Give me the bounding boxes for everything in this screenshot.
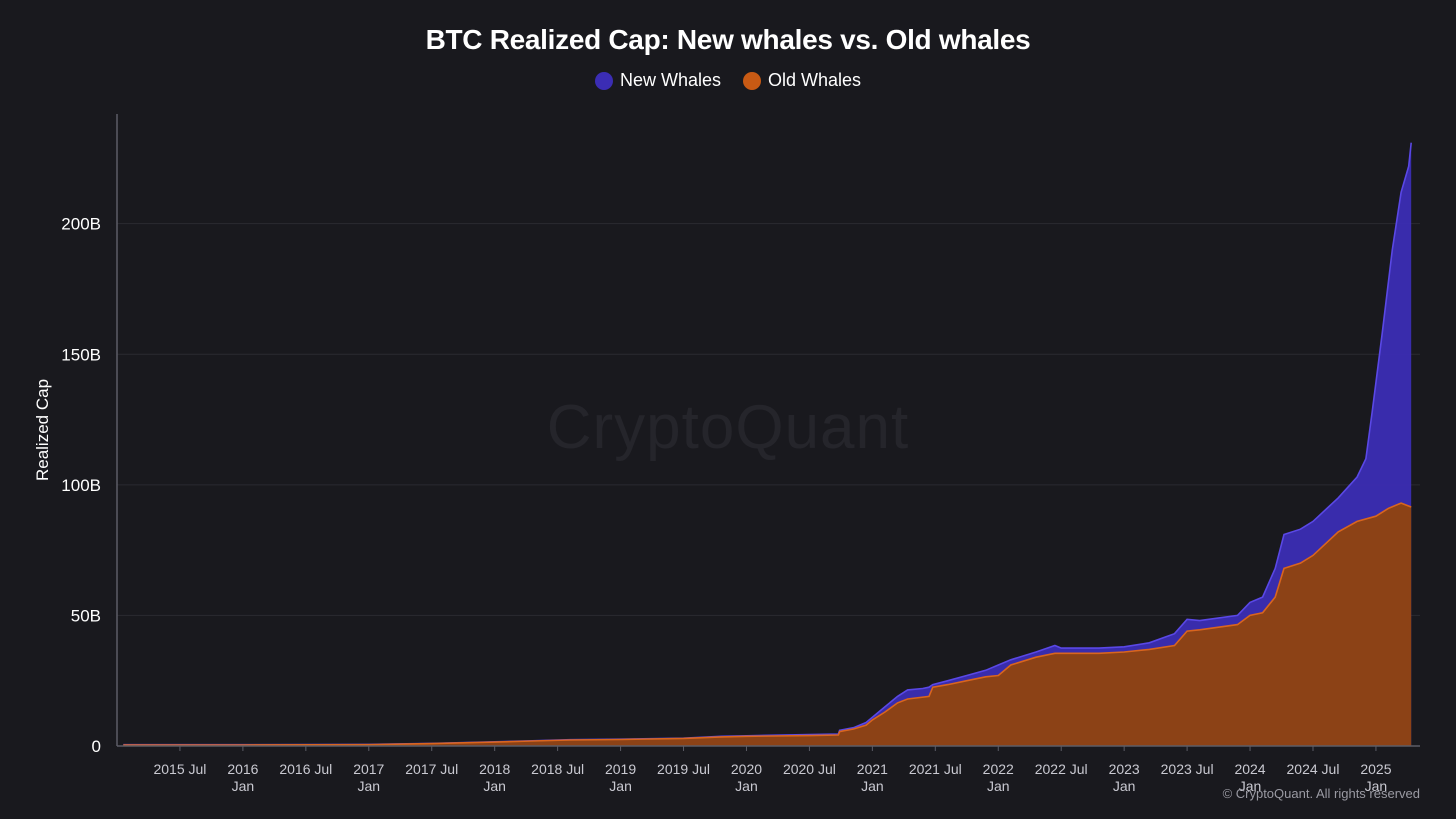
x-tick-label: 2024 Jul (1287, 761, 1340, 777)
x-tick-label: 2024 (1234, 761, 1265, 777)
x-tick-label: 2021 Jul (909, 761, 962, 777)
x-tick-label: 2017 (353, 761, 384, 777)
x-tick-label: 2025 (1360, 761, 1391, 777)
x-tick-label: 2019 (605, 761, 636, 777)
x-tick-label: 2018 Jul (531, 761, 584, 777)
x-tick-label: 2018 (479, 761, 510, 777)
y-tick-label: 0 (92, 737, 101, 756)
gridlines (117, 224, 1420, 616)
x-tick-label: 2022 Jul (1035, 761, 1088, 777)
x-tick-label: 2017 Jul (405, 761, 458, 777)
x-tick-sublabel: Jan (609, 778, 632, 794)
y-tick-label: 100B (61, 476, 101, 495)
x-tick-label: 2016 (227, 761, 258, 777)
x-tick-sublabel: Jan (861, 778, 884, 794)
x-tick-label: 2020 Jul (783, 761, 836, 777)
x-tick-label: 2016 Jul (279, 761, 332, 777)
x-tick-sublabel: Jan (1113, 778, 1136, 794)
copyright-notice: © CryptoQuant. All rights reserved (1223, 786, 1420, 801)
x-tick-sublabel: Jan (357, 778, 380, 794)
x-tick-label: 2023 Jul (1161, 761, 1214, 777)
series-layer (123, 143, 1411, 746)
x-tick-label: 2015 Jul (153, 761, 206, 777)
y-tick-label: 200B (61, 215, 101, 234)
x-tick-sublabel: Jan (483, 778, 506, 794)
x-tick-label: 2023 (1109, 761, 1140, 777)
x-tick-label: 2022 (983, 761, 1014, 777)
y-tick-label: 50B (71, 606, 101, 625)
x-tick-sublabel: Jan (232, 778, 255, 794)
y-axis-label: Realized Cap (33, 379, 52, 481)
x-tick-sublabel: Jan (987, 778, 1010, 794)
x-tick-label: 2020 (731, 761, 762, 777)
x-tick-label: 2019 Jul (657, 761, 710, 777)
y-tick-label: 150B (61, 345, 101, 364)
x-tick-sublabel: Jan (735, 778, 758, 794)
x-tick-label: 2021 (857, 761, 888, 777)
